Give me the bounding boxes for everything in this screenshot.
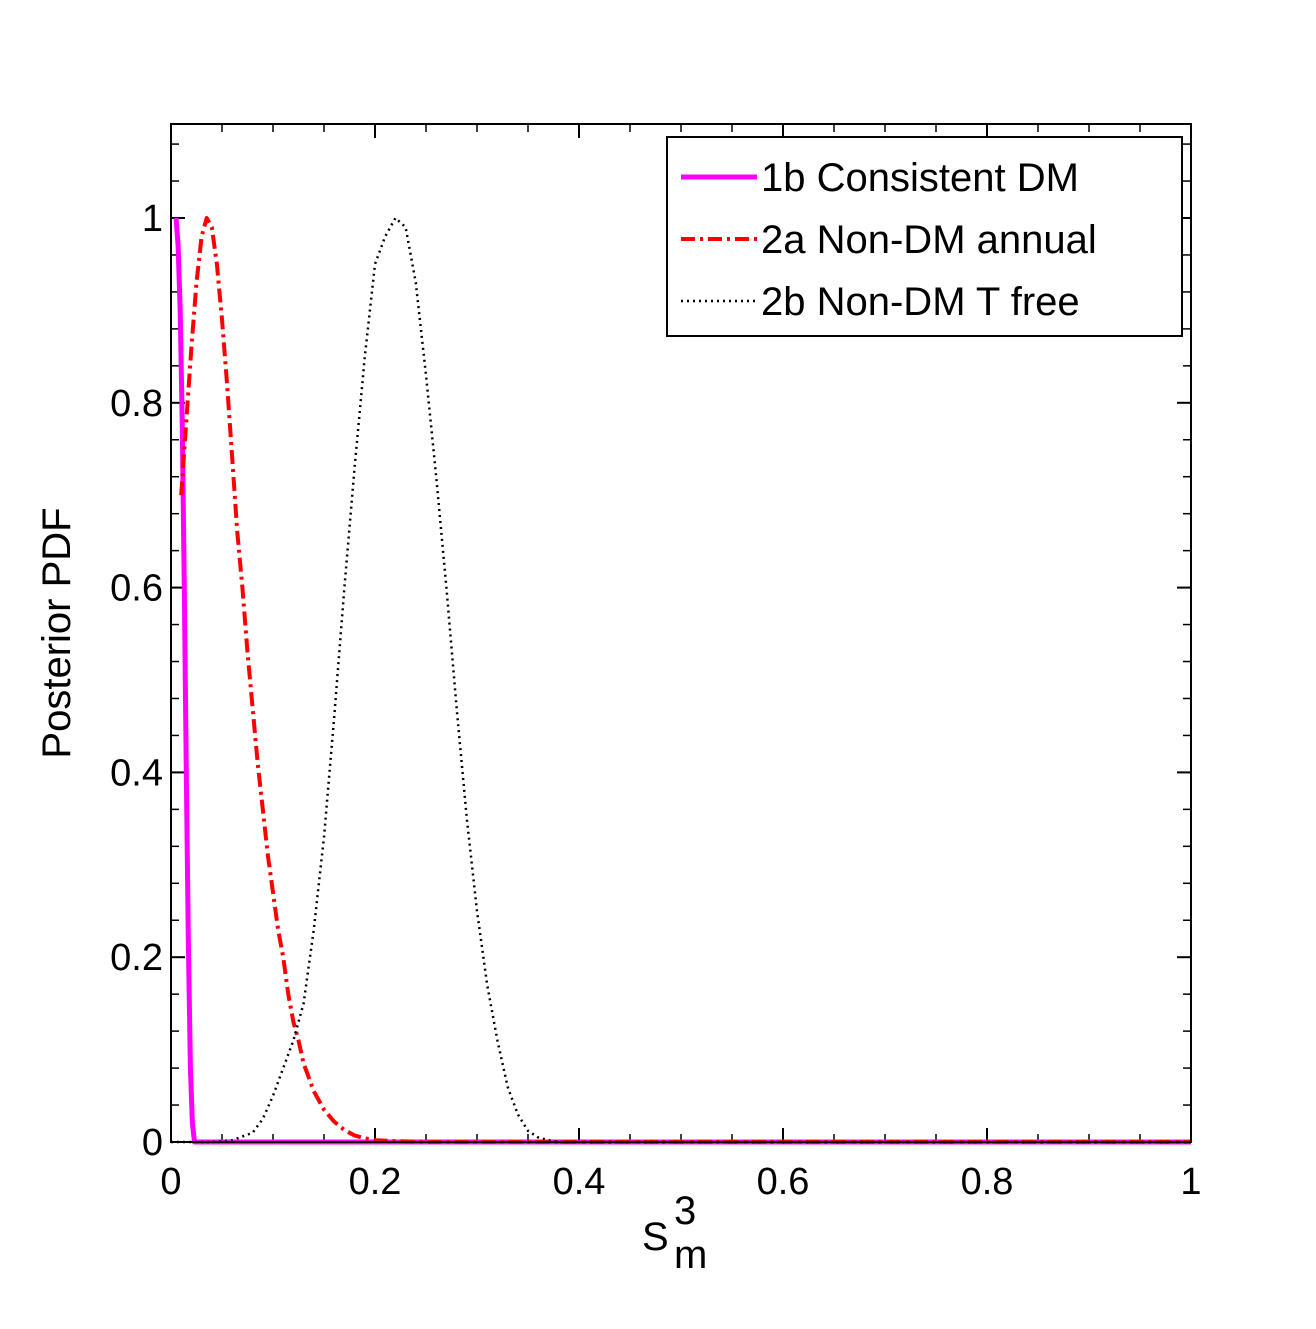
series-line-3 (171, 216, 1191, 1144)
y-tick-label: 0 (142, 1122, 163, 1164)
y-tick-label: 0.8 (110, 383, 163, 425)
x-axis-title-base: S (642, 1215, 669, 1259)
legend-label: 2b Non-DM T free (761, 280, 1080, 324)
legend-box (666, 136, 1183, 337)
x-axis-title: S (642, 1215, 669, 1259)
x-tick-label: 0.2 (349, 1161, 402, 1203)
x-tick-label: 0.6 (757, 1161, 810, 1203)
legend-label: 1b Consistent DM (761, 156, 1079, 200)
legend: 1b Consistent DM 2a Non-DM annual 2b Non-D… (666, 136, 1183, 337)
legend-label: 2a Non-DM annual (761, 218, 1097, 262)
y-tick-label: 1 (142, 198, 163, 240)
y-tick-label: 0.2 (110, 937, 163, 979)
x-axis-title-subscript: m (674, 1233, 707, 1277)
y-axis-title: Posterior PDF (35, 507, 79, 758)
x-tick-label: 0.8 (961, 1161, 1014, 1203)
plot-frame (170, 123, 1192, 1143)
x-tick-label: 1 (1180, 1161, 1201, 1203)
labels-layer: 0 0.2 0.4 0.6 0.8 1 0 0.2 0.4 0.6 0.8 1 (110, 198, 1201, 1203)
y-tick-label: 0.4 (110, 752, 163, 794)
x-tick-label: 0 (160, 1161, 181, 1203)
x-tick-label: 0.4 (553, 1161, 606, 1203)
y-tick-label: 0.6 (110, 568, 163, 610)
series-line-2 (179, 216, 1191, 1144)
x-axis-title-superscript: 3 (674, 1189, 696, 1233)
